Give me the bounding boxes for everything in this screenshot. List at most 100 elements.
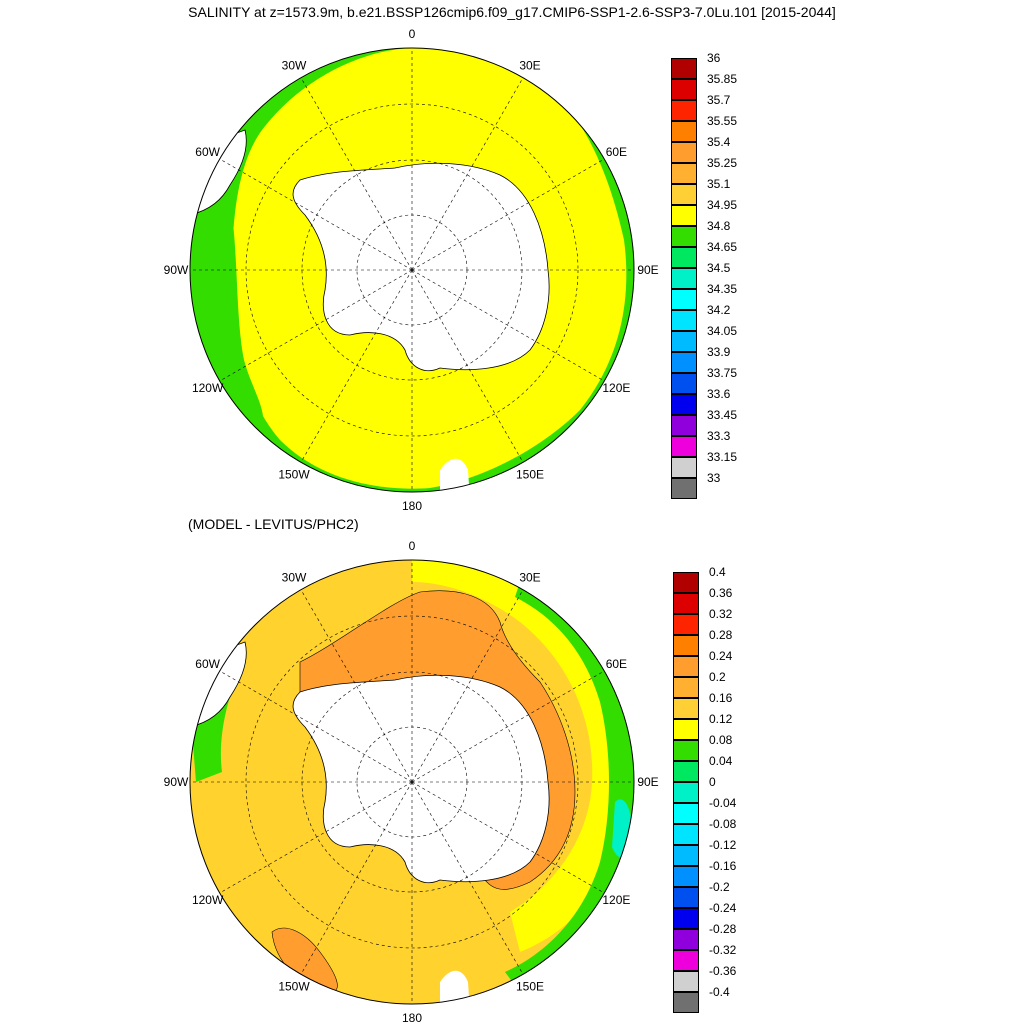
- colorbar-swatch: [671, 352, 697, 373]
- colorbar-swatch: [673, 635, 699, 656]
- colorbar-swatch: [673, 992, 699, 1013]
- colorbar-swatch: [673, 824, 699, 845]
- longitude-label: 90W: [164, 775, 189, 789]
- longitude-label: 120W: [192, 381, 224, 395]
- colorbar-label: 0.2: [709, 670, 726, 684]
- colorbar-swatch: [671, 457, 697, 478]
- colorbar-label: 34.8: [707, 219, 731, 233]
- colorbar-label: -0.04: [709, 796, 737, 810]
- colorbar-label: 34.65: [707, 240, 738, 254]
- longitude-label: 120E: [602, 381, 630, 395]
- colorbar-label: 34.2: [707, 303, 731, 317]
- meridian-line: [300, 781, 413, 975]
- colorbar-swatch: [671, 121, 697, 142]
- colorbar-swatch: [671, 79, 697, 100]
- colorbar-label: 35.55: [707, 114, 738, 128]
- meridian-line: [300, 269, 413, 463]
- colorbar-swatch: [671, 226, 697, 247]
- colorbar-swatch: [671, 205, 697, 226]
- colorbar-label: 34.95: [707, 198, 738, 212]
- graticule: [190, 560, 634, 1004]
- colorbar-label: 0.16: [709, 691, 733, 705]
- colorbar-label: 0.04: [709, 754, 733, 768]
- colorbar-swatch: [673, 971, 699, 992]
- longitude-label: 0: [409, 27, 416, 41]
- meridian-line: [411, 269, 605, 382]
- longitude-label: 150W: [278, 467, 310, 481]
- colorbar-swatch: [671, 478, 697, 499]
- colorbar-label: 0.36: [709, 586, 733, 600]
- colorbar-label: 34.05: [707, 324, 738, 338]
- colorbar-label: 33: [707, 471, 721, 485]
- colorbar-swatch: [671, 331, 697, 352]
- meridian-line: [411, 77, 524, 271]
- colorbar-swatch: [673, 803, 699, 824]
- longitude-label: 90E: [637, 263, 658, 277]
- longitude-label: 60E: [606, 145, 627, 159]
- longitude-label: 60W: [195, 657, 220, 671]
- longitude-label: 90W: [164, 263, 189, 277]
- colorbar-swatch: [673, 740, 699, 761]
- colorbar-label: 0: [709, 775, 716, 789]
- longitude-label: 30E: [519, 59, 540, 73]
- meridian-line: [411, 781, 524, 975]
- longitude-label: 120E: [602, 893, 630, 907]
- colorbar-label: 0.4: [709, 565, 726, 579]
- colorbar-label: 34.5: [707, 261, 731, 275]
- antarctica-land: [292, 162, 550, 372]
- colorbar-label: 35.25: [707, 156, 738, 170]
- colorbar-swatch: [671, 373, 697, 394]
- colorbar-label: 35.85: [707, 72, 738, 86]
- graticule: [190, 48, 634, 492]
- meridian-line: [219, 269, 413, 382]
- colorbar-swatch: [673, 950, 699, 971]
- longitude-label: 150E: [516, 467, 544, 481]
- colorbar-swatch: [671, 58, 697, 79]
- meridian-line: [300, 77, 413, 271]
- colorbar-swatch: [673, 866, 699, 887]
- colorbar-label: 33.3: [707, 429, 731, 443]
- longitude-label: 0: [409, 539, 416, 553]
- map-boundary: [189, 559, 635, 1005]
- colorbar-label: -0.32: [709, 943, 737, 957]
- colorbar-label: -0.36: [709, 964, 737, 978]
- colorbar-swatch: [673, 593, 699, 614]
- colorbar-swatch: [671, 184, 697, 205]
- antarctica-land: [292, 674, 550, 884]
- longitude-label: 150E: [516, 979, 544, 993]
- colorbar-swatch: [673, 677, 699, 698]
- colorbar-swatch: [671, 100, 697, 121]
- colorbar-swatch: [671, 247, 697, 268]
- figure-title: SALINITY at z=1573.9m, b.e21.BSSP126cmip…: [188, 4, 836, 20]
- meridian-line: [219, 781, 413, 894]
- green-rim-east: [505, 582, 634, 992]
- colorbar-swatch: [673, 782, 699, 803]
- colorbar-swatch: [673, 929, 699, 950]
- longitude-label: 60E: [606, 657, 627, 671]
- longitude-label: 90E: [637, 775, 658, 789]
- colorbar-swatch: [671, 268, 697, 289]
- colorbar-label: 0.08: [709, 733, 733, 747]
- colorbar-swatch: [673, 614, 699, 635]
- colorbar-label: 33.75: [707, 366, 738, 380]
- longitude-label: 60W: [195, 145, 220, 159]
- map-boundary: [189, 47, 635, 493]
- colorbar-swatch: [673, 698, 699, 719]
- colorbar-swatch: [671, 163, 697, 184]
- colorbar-swatch: [673, 887, 699, 908]
- longitude-label: 180: [402, 1011, 422, 1024]
- longitude-label: 30W: [282, 59, 307, 73]
- colorbar-swatch: [673, 845, 699, 866]
- longitude-label: 120W: [192, 893, 224, 907]
- meridian-line: [411, 781, 605, 894]
- meridian-line: [411, 158, 605, 271]
- colorbar-label: -0.16: [709, 859, 737, 873]
- colorbar-swatch: [673, 761, 699, 782]
- colorbar-swatch: [673, 656, 699, 677]
- longitude-label: 150W: [278, 979, 310, 993]
- colorbar-swatch: [671, 415, 697, 436]
- difference-subtitle: (MODEL - LEVITUS/PHC2): [188, 516, 359, 532]
- colorbar-label: 33.15: [707, 450, 738, 464]
- colorbar-label: 35.1: [707, 177, 731, 191]
- colorbar-label: 33.45: [707, 408, 738, 422]
